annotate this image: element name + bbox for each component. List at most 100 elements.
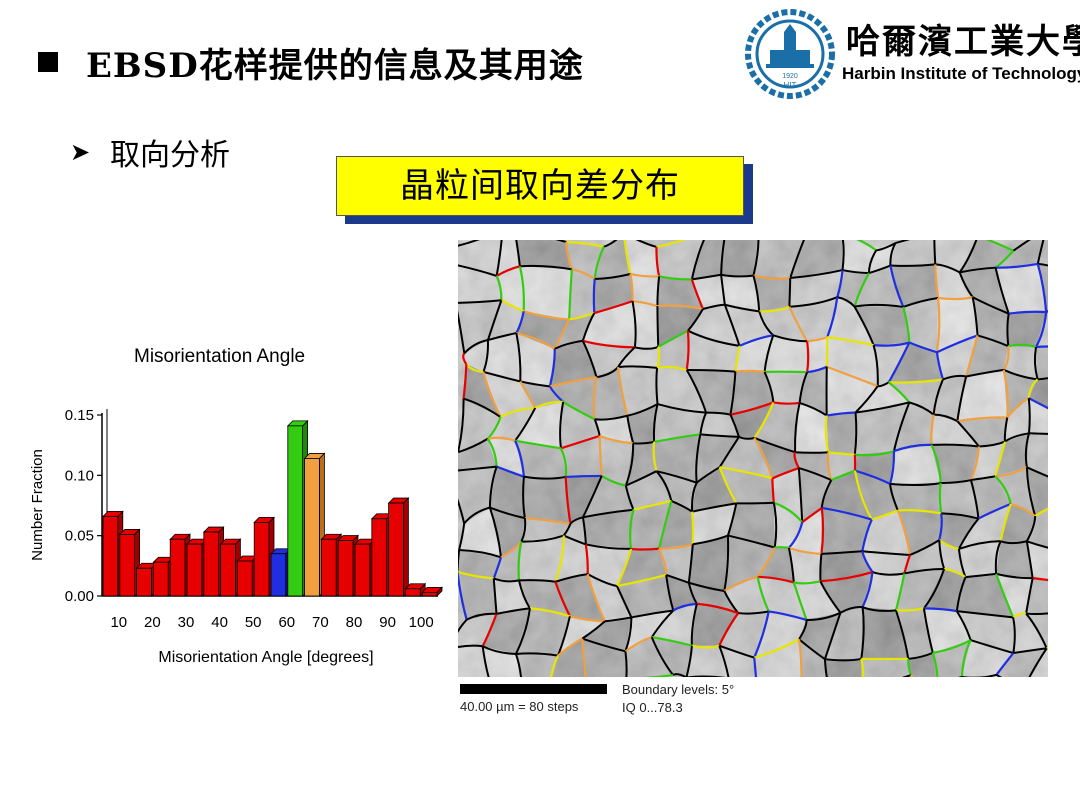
grain-boundary (691, 482, 698, 512)
x-axis-label: Misorientation Angle [degrees] (158, 649, 373, 666)
grain-boundary (872, 571, 905, 576)
grain-boundary (515, 608, 531, 655)
grain-boundary (560, 434, 601, 450)
histogram-bar (404, 582, 427, 597)
grain (754, 437, 799, 479)
grain-boundary (904, 567, 945, 575)
grain (594, 415, 634, 444)
grain-boundary (657, 500, 673, 549)
grain-boundary (1035, 345, 1048, 349)
grain (625, 610, 674, 652)
grain-boundary (519, 264, 572, 271)
grain-boundary (821, 550, 863, 555)
grain-boundary (798, 371, 809, 404)
grain-boundary (935, 352, 944, 380)
grain (724, 576, 769, 614)
y-tick-label: 0.00 (65, 588, 94, 605)
grain-boundary (493, 577, 520, 583)
grain (625, 240, 660, 277)
grain-boundary (481, 613, 498, 647)
grain-boundary (825, 337, 829, 367)
grain (940, 480, 979, 519)
grain-boundary (481, 646, 490, 677)
grain-boundary (553, 318, 571, 350)
grain (826, 337, 878, 387)
grain-boundary (687, 308, 704, 332)
grain-boundary (995, 466, 1028, 478)
grain-boundary (586, 573, 606, 622)
scale-label: 40.00 µm = 80 steps (460, 699, 579, 714)
grain-boundary (888, 378, 944, 384)
grain (799, 639, 828, 677)
grain (890, 264, 939, 307)
grain (686, 370, 736, 415)
grain (721, 274, 760, 312)
grain-boundary (458, 570, 494, 580)
grain-boundary (908, 651, 934, 660)
grain-boundary (1006, 313, 1010, 347)
grain-boundary (872, 344, 879, 387)
grain-boundary (695, 434, 702, 483)
grain-boundary (820, 507, 825, 554)
grain-boundary (629, 509, 635, 550)
grain-boundary (557, 616, 571, 656)
grain (554, 313, 595, 349)
grain-boundary (909, 539, 940, 556)
chart-bars (102, 419, 443, 597)
grain-boundary (935, 297, 941, 353)
grain (651, 603, 697, 646)
grain-boundary (937, 296, 973, 301)
grain-boundary (659, 543, 694, 550)
grain (582, 475, 634, 518)
grain-boundary (601, 474, 627, 487)
grain (754, 639, 802, 677)
grain-boundary (788, 306, 809, 342)
grain-boundary (896, 510, 912, 556)
grain-boundary (463, 506, 491, 525)
grain (1003, 369, 1038, 418)
grain-boundary (554, 535, 565, 583)
grain-boundary (931, 443, 980, 448)
grain-boundary (624, 443, 635, 486)
grain-boundary (723, 535, 730, 592)
grain-boundary (726, 503, 738, 536)
grain-boundary (691, 502, 737, 513)
grain-boundary (861, 571, 874, 608)
grain-boundary (799, 401, 828, 417)
grain (724, 535, 775, 591)
grain-boundary (581, 517, 587, 545)
grain (795, 402, 829, 453)
grain-boundary (801, 507, 823, 524)
grain-boundary (995, 573, 1015, 618)
grain-boundary (842, 269, 869, 275)
grain-boundary (889, 242, 897, 266)
grain-boundary (753, 437, 774, 479)
grain (515, 240, 572, 270)
grain-boundary (604, 616, 632, 623)
grain (686, 645, 729, 677)
scale-bar (460, 684, 607, 694)
grain (458, 571, 497, 620)
grain (957, 369, 1008, 422)
grain (582, 509, 634, 549)
grain (788, 547, 822, 583)
grain (582, 638, 627, 677)
university-name-chinese: 哈爾濱工業大學 (846, 22, 1080, 62)
grain-boundary (977, 502, 1012, 520)
grain (1026, 510, 1048, 547)
grain-boundary (942, 374, 967, 381)
grain-boundary (771, 478, 775, 503)
grain-boundary (735, 369, 765, 374)
grain (657, 306, 703, 347)
grain (515, 608, 570, 656)
grain-boundary (1025, 577, 1034, 614)
university-name-english: Harbin Institute of Technology (842, 64, 1080, 83)
grain (789, 270, 843, 307)
x-tick-label: 90 (379, 614, 396, 631)
grain-boundary (902, 296, 939, 308)
grain-boundary (788, 546, 822, 555)
grain-boundary (895, 607, 925, 612)
grain-boundary (642, 673, 674, 677)
grain-boundary (496, 607, 531, 615)
grain (719, 611, 769, 658)
